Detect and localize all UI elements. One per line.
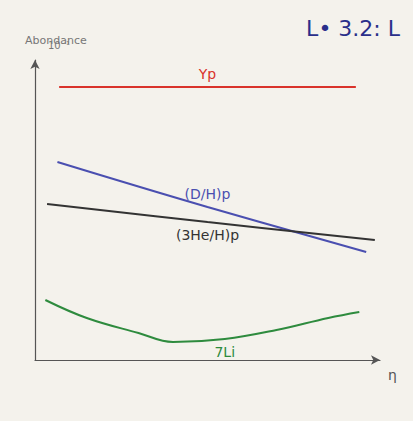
svg-text:7Li: 7Li (214, 344, 235, 360)
svg-text:(3He/H)p: (3He/H)p (176, 227, 239, 243)
svg-text:L• 3.2: L: L• 3.2: L (306, 16, 401, 41)
svg-text:(D/H)p: (D/H)p (185, 186, 231, 202)
svg-text:Abondance: Abondance (25, 34, 87, 47)
svg-text:Yp: Yp (198, 66, 217, 82)
svg-text:η: η (388, 367, 397, 383)
